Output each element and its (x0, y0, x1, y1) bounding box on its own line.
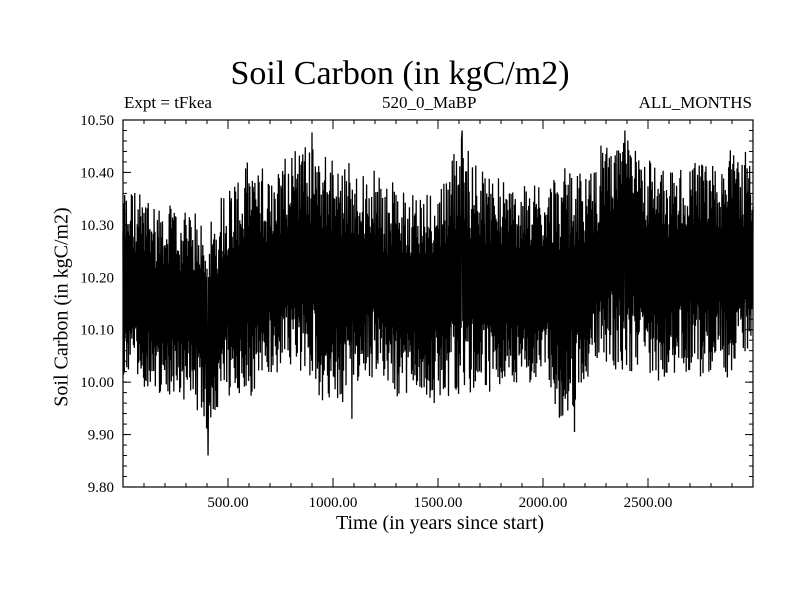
x-tick-label: 2500.00 (624, 495, 673, 511)
y-tick-label: 10.10 (80, 323, 114, 339)
y-tick-label: 10.20 (80, 270, 114, 286)
y-axis-label: Soil Carbon (in kgC/m2) (50, 207, 73, 407)
x-tick-label: 500.00 (207, 495, 248, 511)
x-axis-label: Time (in years since start) (335, 512, 545, 534)
y-tick-label: 10.30 (80, 218, 114, 234)
months-label: ALL_MONTHS (638, 93, 752, 112)
x-tick-label: 1500.00 (414, 495, 463, 511)
soil-carbon-series-line (122, 130, 754, 456)
y-tick-label: 10.40 (80, 165, 114, 181)
tick-layer: 9.80 9.90 10.00 10.10 10.20 10.30 10.40 10.50 50… (80, 113, 753, 511)
y-tick-label: 10.00 (80, 375, 114, 391)
y-tick-label: 10.50 (80, 113, 114, 129)
data-layer (122, 130, 754, 456)
period-label: 520_0_MaBP (382, 93, 477, 112)
y-tick-label: 9.80 (88, 480, 114, 496)
x-tick-label: 2000.00 (519, 495, 568, 511)
experiment-label: Expt = tFkea (124, 93, 212, 112)
page-title: Soil Carbon (in kgC/m2) (230, 55, 570, 92)
y-tick-label: 9.90 (88, 428, 114, 444)
x-tick-label: 1000.00 (309, 495, 358, 511)
